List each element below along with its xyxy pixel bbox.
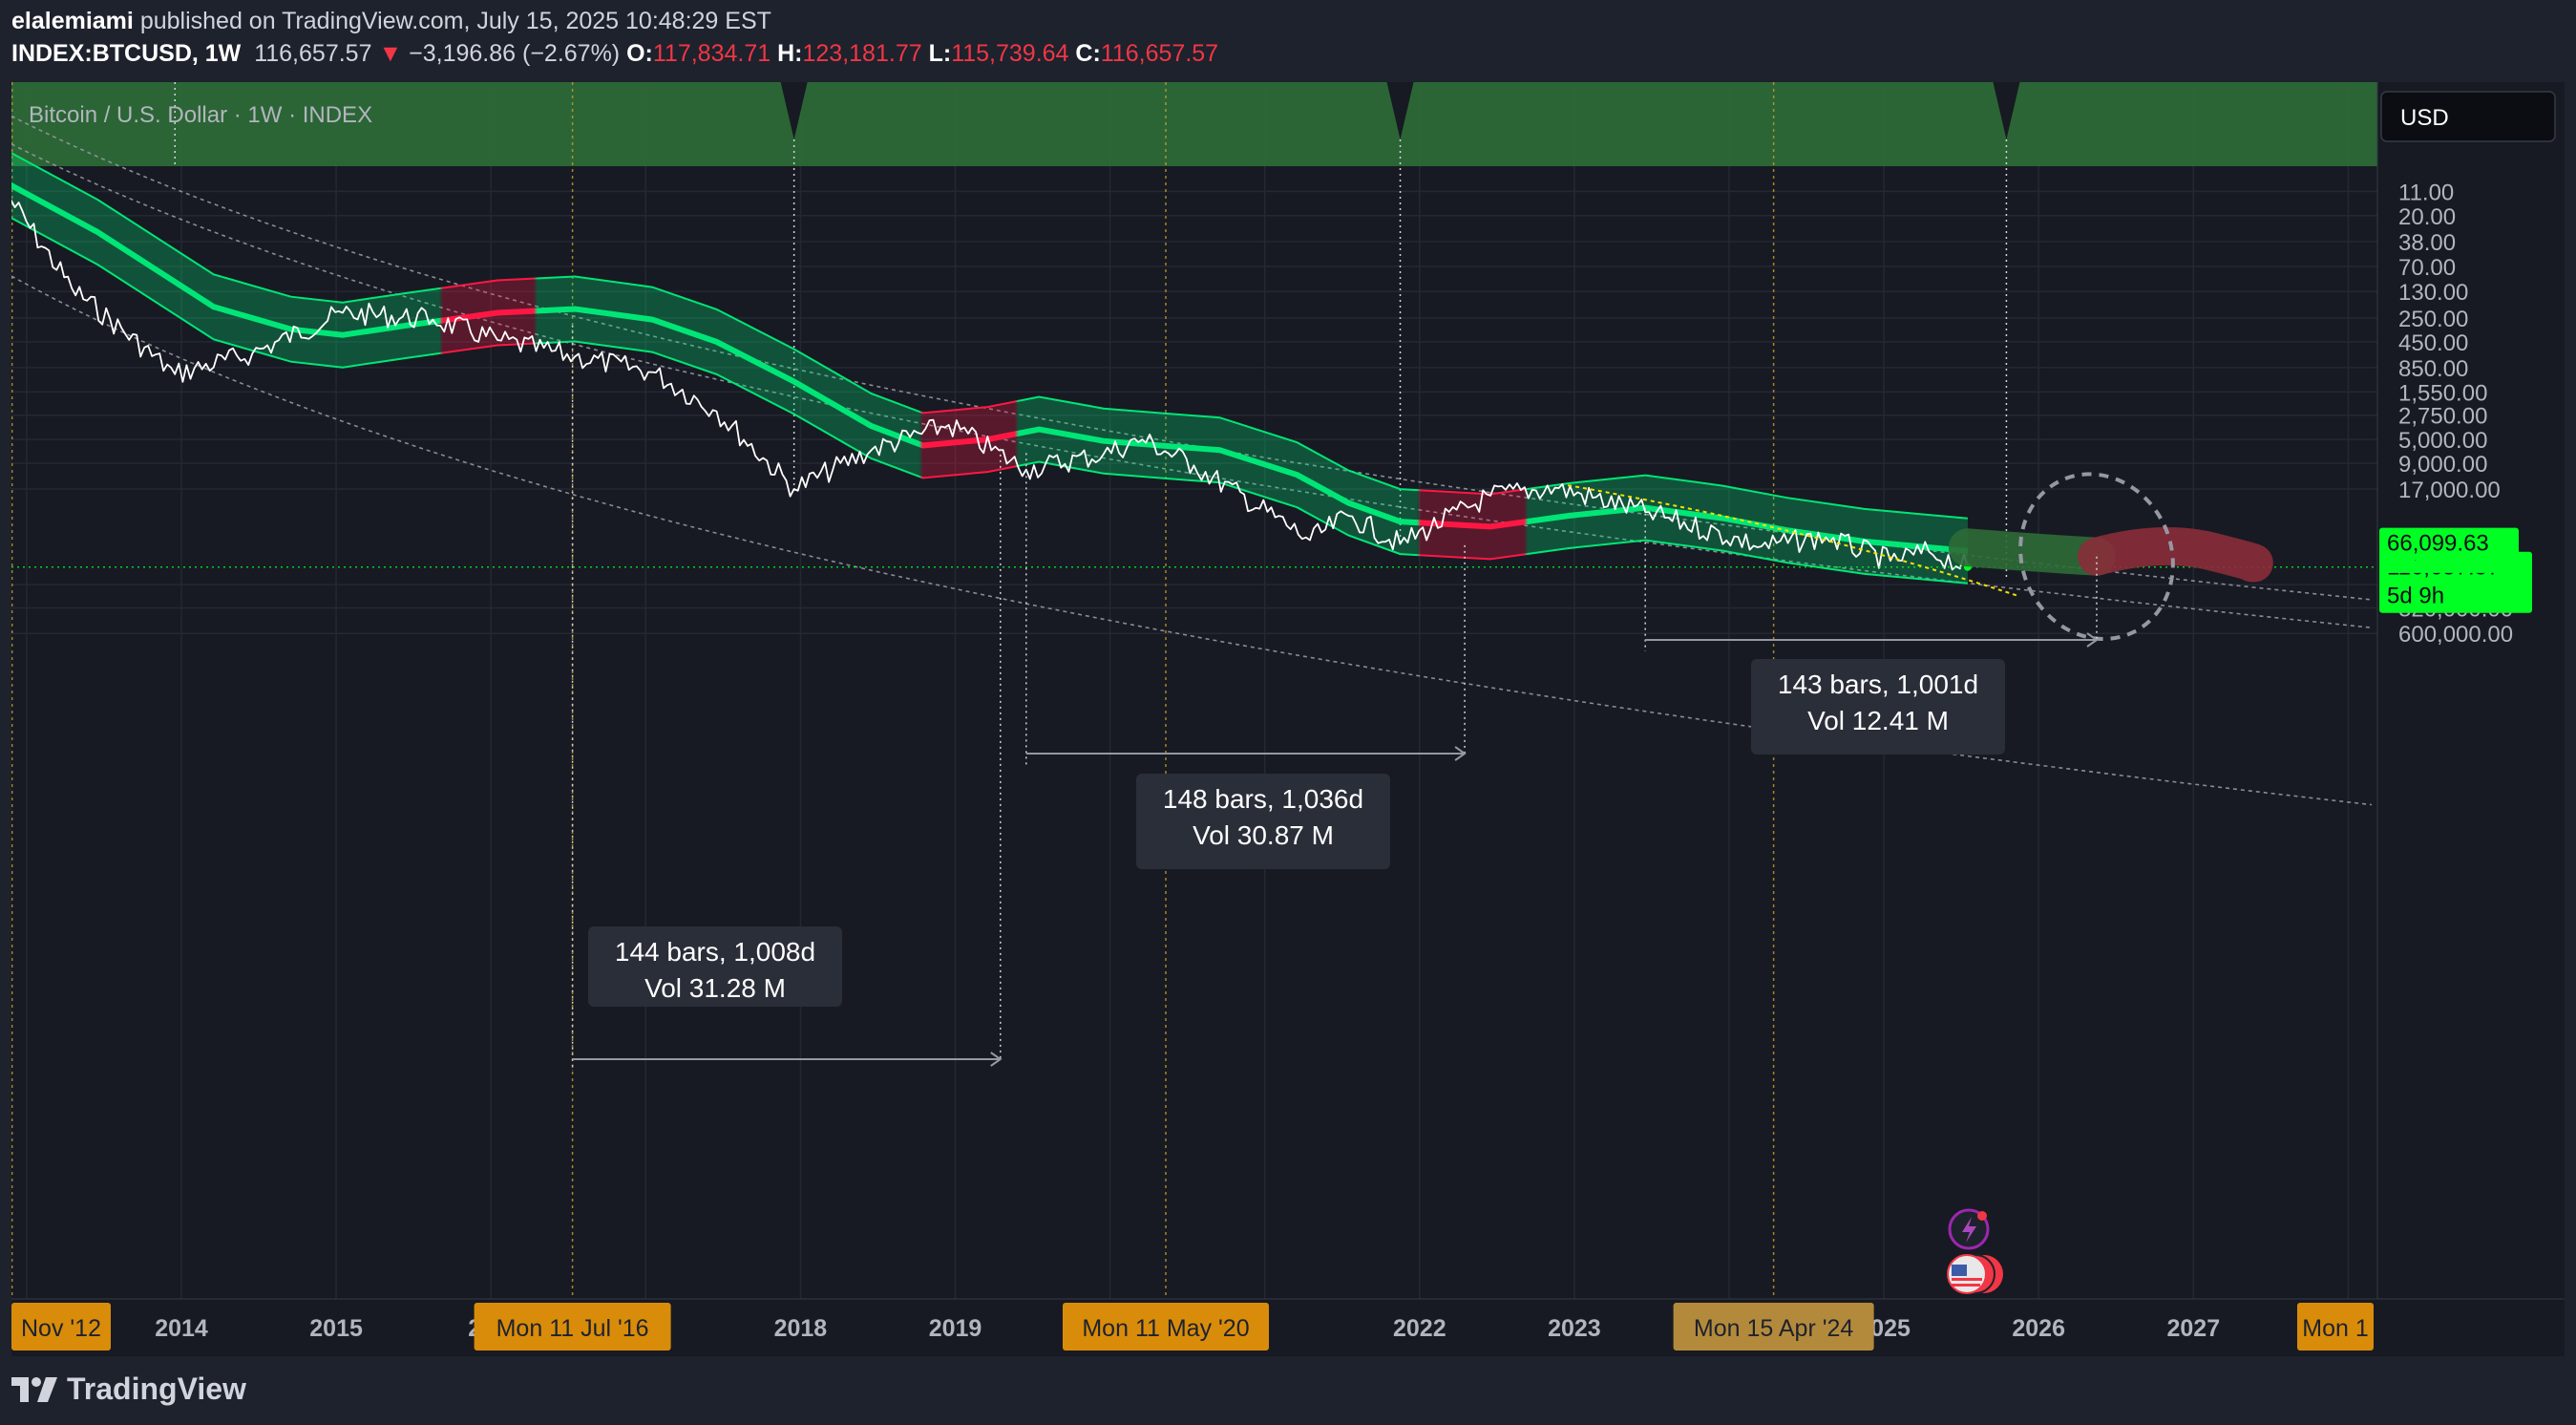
measure-box-volume: Vol 12.41 M: [1807, 706, 1949, 735]
price-tick-label: 1,550.00: [2398, 380, 2487, 406]
time-tick-label: 2019: [929, 1315, 982, 1342]
open-value: 117,834.71: [652, 40, 771, 67]
tradingview-logo-icon[interactable]: [11, 1376, 57, 1402]
time-tick-label: 2023: [1548, 1315, 1601, 1342]
measure-box: [588, 926, 842, 1007]
currency-label: USD: [2400, 105, 2449, 131]
regression-curve-upper: [11, 275, 2373, 806]
date-badge-label: Nov '12: [21, 1315, 101, 1342]
date-badge: [1062, 1303, 1269, 1351]
time-tick-label: 2014: [155, 1315, 208, 1342]
date-badge-label: Mon 15 Apr '24: [1694, 1315, 1853, 1342]
projection-curve-yellow: [1567, 484, 2020, 598]
price-tick-label: 9,000.00: [2398, 452, 2487, 478]
symbol-label: INDEX:BTCUSD, 1W: [11, 40, 242, 67]
date-badge-label: Mon 11 May '20: [1082, 1315, 1249, 1342]
price-tick-label: 250.00: [2398, 307, 2468, 332]
price-label-value: 66,099.63: [2387, 531, 2489, 557]
date-badge-label: Mon 11 Jul '16: [496, 1315, 649, 1342]
price-change: −3,196.86 (−2.67%): [409, 40, 621, 67]
measure-arrow-icon: [1454, 746, 1467, 761]
last-price: 116,657.57: [254, 40, 372, 67]
regression-curve-floor: [11, 115, 2373, 601]
top-zone: [11, 82, 2377, 166]
projection-zone-green: [1948, 528, 2116, 576]
measure-box-bars: 148 bars, 1,036d: [1163, 784, 1363, 814]
low-value: 115,739.64: [951, 40, 1069, 67]
flash-icon[interactable]: [1948, 1208, 1990, 1250]
ohlc-header: INDEX:BTCUSD, 1W 116,657.57 ▼ −3,196.86 …: [11, 40, 1218, 68]
time-axis: [11, 1299, 2565, 1356]
measure-box: [1751, 659, 2005, 755]
open-label: O:: [626, 40, 653, 67]
price-tick-label: 17,000.00: [2398, 478, 2501, 503]
author-name[interactable]: elalemiami: [11, 8, 134, 34]
price-tick-label: 600,000.00: [2398, 622, 2513, 648]
date-badge: [474, 1303, 671, 1351]
measure-arrow-icon: [990, 1052, 1003, 1067]
price-tick-label: 11.00: [2398, 180, 2454, 205]
price-tick-label: 20.00: [2398, 204, 2456, 230]
price-tick-label: 450.00: [2398, 330, 2468, 356]
footer: TradingView: [11, 1372, 246, 1407]
footer-brand[interactable]: TradingView: [67, 1372, 246, 1406]
cycle-top-notch: [1993, 82, 2020, 139]
measure-box-volume: Vol 31.28 M: [644, 973, 786, 1003]
projection-zone-red: [2077, 526, 2273, 583]
high-label: H:: [777, 40, 803, 67]
price-tick-label: 850.00: [2398, 356, 2468, 382]
date-badge: [1673, 1303, 1874, 1351]
price-label-countdown: 5d 9h: [2387, 584, 2444, 609]
chart-area[interactable]: 144 bars, 1,008d Vol 31.28 M 148 bars, 1,0…: [11, 82, 2565, 1356]
price-tick-label: 70.00: [2398, 255, 2456, 281]
plot-background: [11, 82, 2565, 1356]
price-tick-label: 5,000.00: [2398, 428, 2487, 454]
ma-band-center: [11, 181, 1969, 554]
us-flag-icon[interactable]: [1947, 1254, 2003, 1294]
chart-legend-title[interactable]: Bitcoin / U.S. Dollar · 1W · INDEX: [29, 102, 372, 128]
publish-info: published on TradingView.com, July 15, 2…: [139, 8, 771, 34]
measure-arrow-icon: [2086, 632, 2099, 648]
date-badge-label: Mon 1: [2302, 1315, 2368, 1342]
measure-box-volume: Vol 30.87 M: [1193, 820, 1334, 850]
price-tick-label: 130.00: [2398, 280, 2468, 306]
ma-band-lower: [11, 217, 1968, 585]
high-value: 123,181.77: [802, 40, 922, 67]
date-badge: [11, 1303, 111, 1351]
close-value: 116,657.57: [1100, 40, 1219, 67]
time-tick-label: 2022: [1393, 1315, 1446, 1342]
measure-box: [1136, 774, 1390, 869]
publish-header: elalemiami published on TradingView.com,…: [11, 8, 771, 35]
down-arrow-icon: ▼: [378, 40, 403, 67]
price-label-badge: [2379, 527, 2519, 561]
btc-price-line: [11, 199, 1969, 571]
cycle-top-notch: [1386, 82, 1414, 139]
low-label: L:: [928, 40, 952, 67]
time-tick-label: 2018: [774, 1315, 828, 1342]
ma-band-upper: [11, 152, 1968, 520]
time-tick-label: 2027: [2166, 1315, 2220, 1342]
price-tick-label: 2,750.00: [2398, 404, 2487, 430]
currency-selector[interactable]: USD: [2380, 91, 2556, 142]
measure-box-bars: 144 bars, 1,008d: [615, 937, 815, 967]
price-tick-label: 38.00: [2398, 230, 2456, 256]
time-tick-label: 2026: [2012, 1315, 2065, 1342]
close-label: C:: [1075, 40, 1101, 67]
measure-box-bars: 143 bars, 1,001d: [1778, 670, 1978, 699]
date-badge: [2297, 1303, 2374, 1351]
cycle-top-notch: [780, 82, 808, 139]
price-axis: [2377, 82, 2565, 1356]
time-tick-label: 2015: [309, 1315, 363, 1342]
